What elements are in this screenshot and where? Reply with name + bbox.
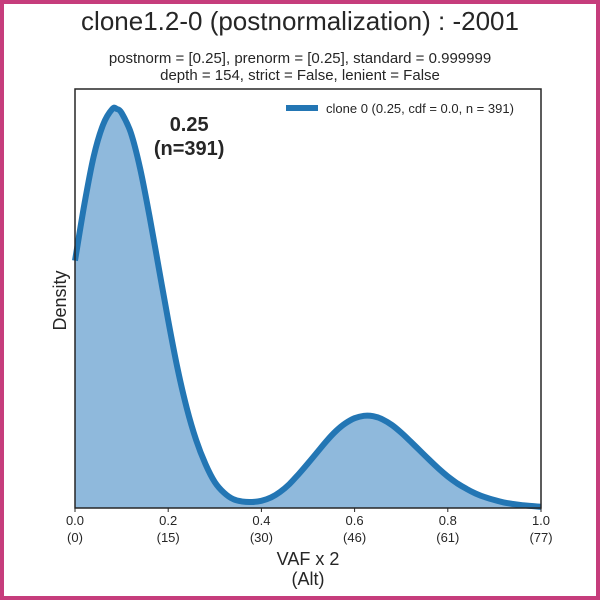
legend-entry-clone-0: clone 0 (0.25, cdf = 0.0, n = 391) [326, 101, 514, 116]
x-tick-sublabel-3: (46) [343, 530, 366, 545]
chart-subtitle: postnorm = [0.25], prenorm = [0.25], sta… [0, 50, 600, 84]
x-tick-label-0: 0.0 [66, 513, 84, 528]
x-axis-ticks: 0.0 (0) 0.2 (15) 0.4 (30) 0.6 (46) 0.8 (61) 1.0 (77… [66, 508, 553, 545]
legend: clone 0 (0.25, cdf = 0.0, n = 391) [286, 101, 514, 116]
x-tick-label-4: 0.8 [439, 513, 457, 528]
x-axis-label: VAF x 2 [277, 549, 340, 569]
chart-title: clone1.2-0 (postnormalization) : -2001 [81, 6, 519, 36]
x-tick-label-1: 0.2 [159, 513, 177, 528]
subtitle-line-2: depth = 154, strict = False, lenient = F… [160, 67, 440, 84]
peak-annotation-value: 0.25 [170, 114, 209, 136]
x-tick-sublabel-4: (61) [436, 530, 459, 545]
plot-area-border [74, 88, 542, 509]
x-tick-label-3: 0.6 [346, 513, 364, 528]
x-tick-label-2: 0.4 [252, 513, 270, 528]
density-area-fill [75, 107, 541, 509]
x-tick-sublabel-2: (30) [250, 530, 273, 545]
density-series-line [72, 104, 542, 510]
y-axis-label: Density [50, 270, 70, 330]
peak-annotation-count: (n=391) [154, 138, 225, 160]
subtitle-line-1: postnorm = [0.25], prenorm = [0.25], sta… [108, 50, 492, 67]
x-tick-sublabel-5: (77) [529, 530, 552, 545]
x-tick-sublabel-1: (15) [157, 530, 180, 545]
x-axis-label-secondary: (Alt) [292, 569, 325, 589]
x-tick-label-5: 1.0 [532, 513, 550, 528]
x-tick-sublabel-0: (0) [67, 530, 83, 545]
